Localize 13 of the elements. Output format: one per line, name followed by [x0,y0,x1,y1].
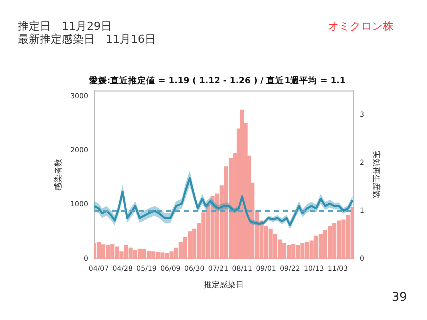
bar [101,244,106,259]
text: オミクロン株 [328,19,394,34]
bar [142,249,147,259]
text: 推定日 11月29日 [18,19,112,34]
bar [282,244,287,259]
x-axis-title: 推定感染日 [204,280,244,290]
text: 39 [392,290,408,304]
bar [96,242,102,259]
y-axis-title: 感染者数 [54,159,63,192]
y2-axis-title: 実効再生産数 [372,151,382,200]
bar [188,232,192,259]
text: 最新推定感染日 11月16日 [18,32,156,47]
chart-title: 愛媛:直近推定値 = 1.19 ( 1.12 - 1.26 ) / 直近1週平均 = 1.1 [89,75,346,86]
